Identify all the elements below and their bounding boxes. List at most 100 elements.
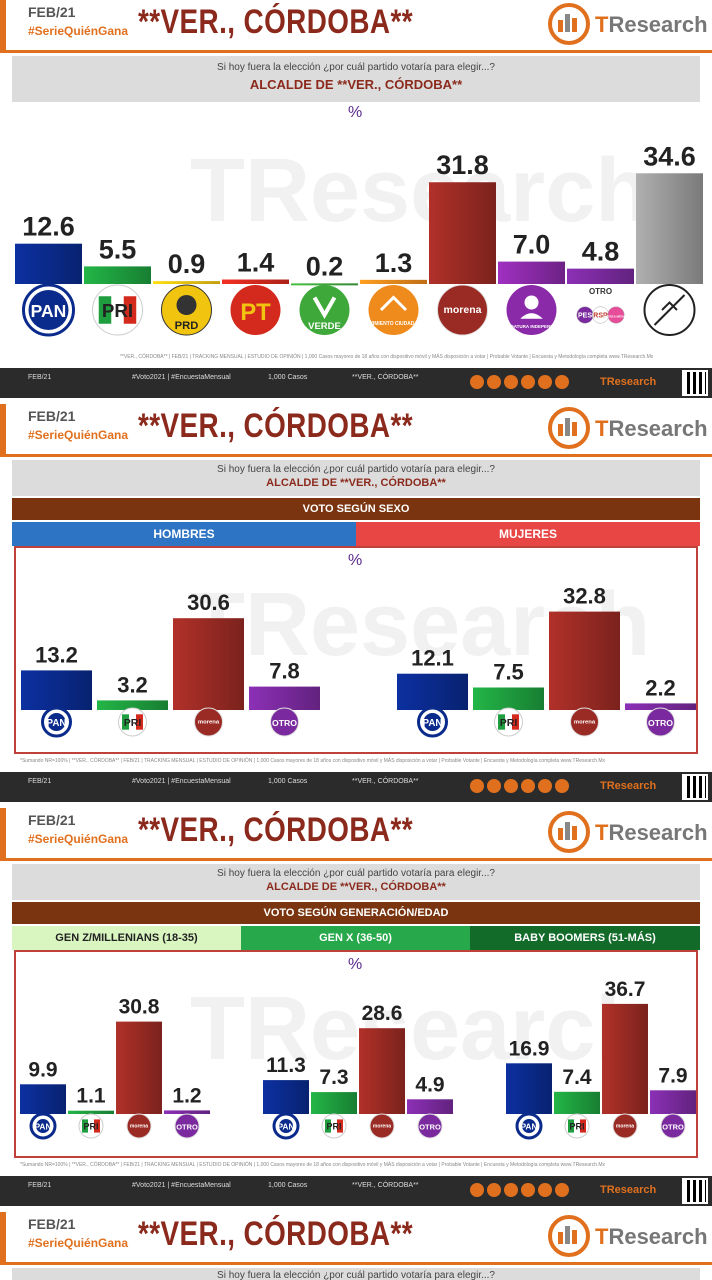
- svg-text:PRI: PRI: [500, 717, 518, 729]
- accent-bar: [0, 1212, 6, 1264]
- svg-text:MOVIMIENTO CIUDADANO: MOVIMIENTO CIUDADANO: [361, 321, 425, 327]
- bar-pri-1: [311, 1092, 357, 1114]
- value-label: 3.2: [117, 672, 148, 697]
- social-icon[interactable]: [470, 1183, 484, 1197]
- party-logo-morena-icon: morena: [194, 707, 223, 737]
- group-header-genx: GEN X (36-50): [241, 926, 470, 950]
- bar-ind: [498, 261, 565, 284]
- value-label: 13.2: [35, 642, 78, 667]
- svg-text:OTRO: OTRO: [419, 1122, 441, 1131]
- value-label: 1.1: [76, 1085, 106, 1108]
- social-icon[interactable]: [470, 779, 484, 793]
- footer-tags: #Voto2021 | #EncuestaMensual: [132, 1182, 231, 1189]
- footnote: *Sumando NR=100% | **VER., CÓRDOBA** | F…: [20, 758, 606, 764]
- bar-pri: [84, 266, 151, 284]
- social-icon[interactable]: [504, 375, 518, 389]
- social-icon[interactable]: [470, 375, 484, 389]
- value-label: 4.9: [415, 1073, 444, 1096]
- slide-edad: FEB/21 #SerieQuiénGana **VER., CÓRDOBA**…: [0, 808, 712, 1206]
- party-logo-pri-icon: PRI: [118, 707, 147, 737]
- party-logo-pan-icon: PAN: [272, 1112, 300, 1140]
- svg-text:morena: morena: [574, 720, 596, 726]
- accent-bar: [0, 404, 6, 456]
- footer-tags: #Voto2021 | #EncuestaMensual: [132, 374, 231, 381]
- percent-label: %: [348, 956, 363, 973]
- party-logo-pri-icon: PRI: [494, 707, 523, 737]
- svg-text:OTRO: OTRO: [662, 1122, 684, 1131]
- header-hashtag: #SerieQuiénGana: [28, 428, 129, 442]
- tresearch-logo: TResearch: [545, 0, 708, 46]
- section-banner: VOTO SEGÚN GENERACIÓN/EDAD: [12, 902, 700, 924]
- social-icon[interactable]: [555, 779, 569, 793]
- group-header-boomers: BABY BOOMERS (51-MÁS): [470, 926, 700, 950]
- svg-text:OTRO: OTRO: [272, 718, 297, 728]
- value-label: 7.4: [562, 1066, 592, 1089]
- party-logo-ind-icon: CANDIDATURA INDEPENDIENTE: [496, 285, 567, 335]
- party-logo-pri-icon: PRI: [321, 1113, 347, 1139]
- value-label: 11.3: [266, 1054, 306, 1077]
- footer-date: FEB/21: [28, 1182, 52, 1189]
- group-header-genz: GEN Z/MILLENIANS (18-35): [12, 926, 241, 950]
- party-logo-pan-icon: PAN: [515, 1112, 543, 1140]
- svg-text:PAN: PAN: [34, 1121, 51, 1131]
- value-label: 30.8: [119, 996, 160, 1019]
- social-icon[interactable]: [538, 1183, 552, 1197]
- bar-pri-1: [473, 687, 544, 710]
- group-header-mujeres: MUJERES: [356, 522, 700, 546]
- social-icon[interactable]: [521, 1183, 535, 1197]
- social-icon[interactable]: [521, 779, 535, 793]
- value-label: 12.6: [22, 212, 75, 242]
- tresearch-logo: TResearch: [545, 404, 708, 450]
- question-text: Si hoy fuera la elección ¿por cuál parti…: [217, 464, 495, 475]
- header-divider: [0, 1262, 712, 1265]
- footer-bar: FEB/21 #Voto2021 | #EncuestaMensual 1,00…: [0, 772, 712, 802]
- social-icon[interactable]: [487, 1183, 501, 1197]
- bar-otro: [567, 268, 634, 284]
- party-logo-none-icon: [643, 284, 696, 336]
- bar-otro-0: [249, 686, 320, 710]
- social-icon[interactable]: [555, 1183, 569, 1197]
- social-icon[interactable]: [521, 375, 535, 389]
- social-icon[interactable]: [487, 375, 501, 389]
- footer-bar: FEB/21 #Voto2021 | #EncuestaMensual 1,00…: [0, 1176, 712, 1206]
- header-hashtag: #SerieQuiénGana: [28, 1236, 129, 1250]
- social-icon[interactable]: [555, 375, 569, 389]
- page-title: **VER., CÓRDOBA**: [138, 407, 413, 445]
- footer-place: **VER., CÓRDOBA**: [352, 374, 419, 381]
- chart-general: 12.6 PAN 5.5 PRI 0.9 PRD 1.4 PT 0.2 VERDE 1.3 MOVIM…: [15, 141, 703, 337]
- bar-pan-0: [21, 670, 92, 710]
- accent-bar: [0, 808, 6, 860]
- party-logo-pan-icon: PAN: [22, 283, 75, 337]
- bar-morena-0: [173, 618, 244, 710]
- svg-text:PAN: PAN: [423, 718, 443, 729]
- svg-text:PAN: PAN: [31, 301, 67, 321]
- tresearch-logo: TResearch: [545, 1212, 708, 1258]
- qr-code-icon: [682, 1178, 708, 1204]
- value-label: 7.8: [269, 659, 300, 684]
- question-box: Si hoy fuera la elección ¿por cuál parti…: [12, 864, 700, 900]
- party-logo-pan-icon: PAN: [29, 1112, 57, 1140]
- party-logo-pan-icon: PAN: [41, 706, 72, 738]
- footer-brand: TResearch: [600, 376, 657, 388]
- bar-otro-1: [625, 703, 696, 710]
- header-divider: [0, 50, 712, 53]
- header-divider: [0, 454, 712, 457]
- svg-text:morena: morena: [373, 1123, 391, 1129]
- accent-bar: [0, 0, 6, 52]
- slide-header: FEB/21 #SerieQuiénGana **VER., CÓRDOBA**…: [0, 0, 712, 52]
- social-icon[interactable]: [538, 779, 552, 793]
- header-date: FEB/21: [28, 408, 76, 424]
- percent-label: %: [348, 104, 363, 121]
- logo-mark-icon: [548, 3, 590, 45]
- tresearch-logo: TResearch: [545, 808, 708, 854]
- svg-text:CANDIDATURA INDEPENDIENTE: CANDIDATURA INDEPENDIENTE: [496, 324, 567, 329]
- social-icon[interactable]: [504, 779, 518, 793]
- party-logo-pan-icon: PAN: [417, 706, 448, 738]
- social-icon[interactable]: [538, 375, 552, 389]
- svg-text:PRI: PRI: [124, 717, 142, 729]
- social-icon[interactable]: [487, 779, 501, 793]
- chart-subtitle: ALCALDE DE **VER., CÓRDOBA**: [249, 77, 463, 92]
- value-label: 0.2: [306, 251, 344, 281]
- social-icon[interactable]: [504, 1183, 518, 1197]
- value-label: 0.9: [168, 249, 206, 279]
